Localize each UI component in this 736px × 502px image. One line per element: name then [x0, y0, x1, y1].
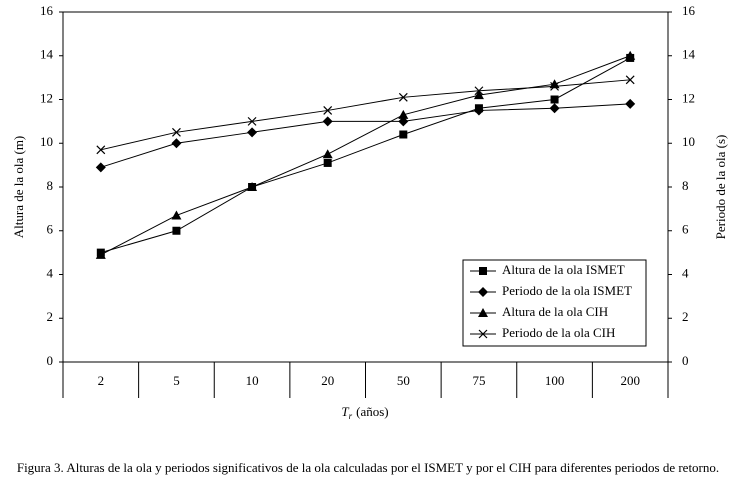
x-tick-label: 2 [98, 373, 105, 388]
marker-x [398, 92, 408, 102]
x-tick-label: 10 [246, 373, 259, 388]
x-tick-label: 5 [173, 373, 180, 388]
x-tick-label: 50 [397, 373, 410, 388]
marker-triangle [247, 182, 258, 191]
y2-tick-label: 2 [682, 309, 689, 324]
series-line [100, 55, 631, 256]
marker-triangle [473, 90, 484, 100]
marker-x [247, 116, 257, 126]
marker-x [478, 329, 488, 339]
y-tick-label: 12 [40, 90, 53, 105]
y2-tick-label: 0 [682, 353, 689, 368]
marker-square [550, 95, 559, 104]
y2-tick-label: 12 [682, 90, 695, 105]
marker-square [323, 158, 332, 167]
marker-x [474, 86, 484, 96]
y-tick-label: 10 [40, 134, 53, 149]
x-axis-unit: (años) [356, 404, 389, 419]
marker-square [399, 130, 408, 139]
marker-x [172, 127, 181, 137]
marker-x [96, 145, 106, 155]
marker-diamond [247, 127, 258, 138]
y-tick-label: 8 [47, 178, 54, 193]
legend-box [462, 259, 647, 347]
marker-triangle [625, 50, 636, 60]
legend-label: Altura de la ola ISMET [502, 262, 625, 277]
y2-axis-title: Periodo de la ola (s) [713, 135, 728, 240]
series-line [100, 103, 631, 168]
y-tick-label: 4 [47, 265, 54, 280]
y-tick-label: 6 [47, 222, 54, 237]
marker-x [625, 75, 635, 85]
y2-tick-label: 10 [682, 134, 695, 149]
marker-triangle [171, 210, 182, 220]
marker-diamond [478, 287, 488, 297]
caption: Figura 3. Alturas de la ola y periodos s… [16, 460, 720, 475]
marker-diamond [625, 98, 636, 109]
marker-triangle [95, 249, 106, 259]
y-tick-label: 0 [47, 353, 54, 368]
legend-label: Periodo de la ola ISMET [502, 283, 632, 298]
marker-diamond [473, 105, 484, 116]
y2-tick-label: 6 [682, 222, 689, 237]
marker-square [479, 267, 487, 275]
marker-square [172, 226, 181, 235]
marker-diamond [398, 116, 409, 127]
y-tick-label: 14 [40, 47, 54, 62]
x-axis-title: Tr (años) [341, 404, 388, 421]
marker-x [323, 106, 333, 115]
y-tick-label: 2 [47, 309, 54, 324]
series-line [100, 79, 631, 151]
x-axis-symbol: T [341, 404, 349, 419]
y-axis-title: Altura de la ola (m) [11, 136, 26, 239]
marker-diamond [95, 162, 106, 173]
legend-label: Altura de la ola CIH [502, 304, 608, 319]
x-tick-label: 75 [472, 373, 485, 388]
marker-triangle [398, 109, 409, 119]
x-tick-label: 20 [321, 373, 334, 388]
y-tick-label: 16 [40, 3, 54, 18]
y2-tick-label: 16 [682, 3, 696, 18]
chart: Altura de la ola (m) Periodo de la ola (… [11, 3, 728, 421]
marker-diamond [322, 116, 333, 127]
x-tick-label: 200 [620, 373, 640, 388]
marker-x [550, 81, 559, 91]
marker-diamond [171, 138, 182, 149]
y2-tick-label: 4 [682, 265, 689, 280]
x-tick-label: 100 [545, 373, 565, 388]
marker-diamond [549, 103, 560, 114]
marker-triangle [478, 308, 488, 317]
series-line [100, 57, 631, 254]
y2-tick-label: 8 [682, 178, 689, 193]
legend-label: Periodo de la ola CIH [502, 325, 615, 340]
x-axis-subscript: r [349, 411, 353, 421]
y2-tick-label: 14 [682, 47, 696, 62]
marker-triangle [322, 149, 333, 159]
